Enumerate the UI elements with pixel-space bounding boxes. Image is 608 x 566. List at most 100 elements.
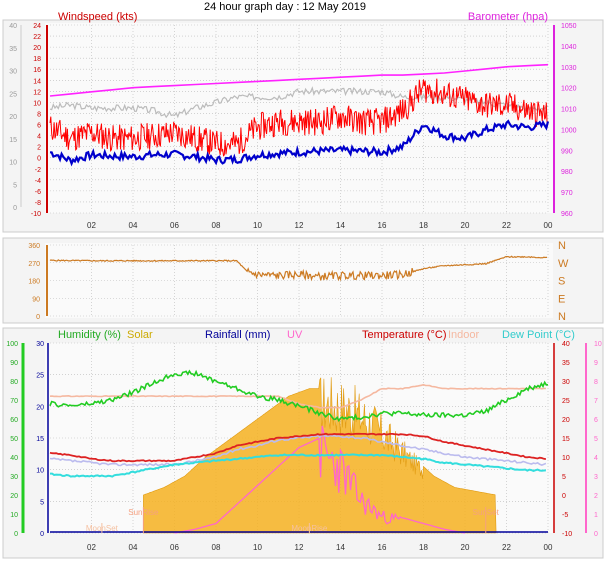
- humidity-line: [49, 369, 549, 423]
- humidity-y-tick: 70: [10, 398, 18, 405]
- windspeed-y-tick: 10: [33, 100, 41, 107]
- uv-y-tick: 3: [594, 474, 598, 481]
- windspeed-axis-title: Windspeed (kts): [58, 11, 137, 23]
- direction-y-tick: 360: [28, 243, 40, 250]
- wind-x-tick: 20: [461, 221, 470, 230]
- wind-x-tick: 06: [170, 221, 179, 230]
- dewpoint-label: Dew Point (°C): [502, 329, 575, 341]
- moonrise-label: MoonRise: [291, 524, 328, 533]
- climate-x-tick: 04: [129, 543, 138, 552]
- temperature-y-tick: -10: [562, 531, 572, 538]
- windspeed-y-tick: 16: [33, 67, 41, 74]
- climate-x-tick: 22: [502, 543, 511, 552]
- temperature-y-tick: 40: [562, 341, 570, 348]
- humidity-y-tick: 50: [10, 436, 18, 443]
- compass-tick: S: [558, 276, 565, 288]
- climate-x-tick: 18: [419, 543, 428, 552]
- windspeed-y-tick: -8: [35, 200, 41, 207]
- windspeed-y-tick: -6: [35, 189, 41, 196]
- direction-y-tick: 90: [32, 296, 40, 303]
- barometer-y-tick: 980: [561, 169, 573, 176]
- rainfall-y-tick: 15: [36, 436, 44, 443]
- temperature-y-tick: 15: [562, 436, 570, 443]
- climate-x-tick: 10: [253, 543, 262, 552]
- rainfall-y-tick: 30: [36, 341, 44, 348]
- humidity-y-tick: 20: [10, 493, 18, 500]
- solar-label: Solar: [127, 329, 153, 341]
- wind-outer-y-tick: 15: [9, 137, 17, 144]
- barometer-y-tick: 990: [561, 148, 573, 155]
- windspeed-y-tick: -4: [35, 178, 41, 185]
- chart-title: 24 hour graph day : 12 May 2019: [204, 1, 366, 13]
- wind-direction-trace: [49, 86, 549, 119]
- climate-x-tick: 14: [336, 543, 345, 552]
- direction-y-tick: 180: [28, 279, 40, 286]
- wind-outer-y-tick: 20: [9, 114, 17, 121]
- windspeed-y-tick: 14: [33, 78, 41, 85]
- barometer-y-tick: 970: [561, 190, 573, 197]
- temperature-y-tick: 35: [562, 360, 570, 367]
- wind-x-tick: 08: [212, 221, 221, 230]
- uv-y-tick: 4: [594, 455, 598, 462]
- temperature-y-tick: 0: [562, 493, 566, 500]
- barometer-y-tick: 1050: [561, 23, 577, 30]
- compass-tick: N: [558, 311, 566, 323]
- barometer-y-tick: 1020: [561, 86, 577, 93]
- humidity-y-tick: 60: [10, 417, 18, 424]
- uv-y-tick: 1: [594, 512, 598, 519]
- uv-y-tick: 2: [594, 493, 598, 500]
- dew-point-line: [50, 453, 546, 478]
- barometer-line: [49, 63, 549, 97]
- climate-x-tick: 16: [378, 543, 387, 552]
- temperature-y-tick: 30: [562, 379, 570, 386]
- direction-y-tick: 0: [36, 314, 40, 321]
- sunset-label: SunSet: [473, 508, 500, 517]
- compass-tick: N: [558, 240, 566, 252]
- compass-tick: W: [558, 258, 569, 270]
- feels-like-line: [49, 434, 547, 467]
- wind-gust-line: [49, 78, 549, 157]
- barometer-y-tick: 1030: [561, 65, 577, 72]
- windspeed-y-tick: 2: [37, 145, 41, 152]
- wind-outer-y-tick: 35: [9, 46, 17, 53]
- windspeed-y-tick: 20: [33, 45, 41, 52]
- uv-y-tick: 0: [594, 531, 598, 538]
- compass-tick: E: [558, 293, 565, 305]
- climate-x-tick: 20: [461, 543, 470, 552]
- temperature-line: [49, 432, 547, 463]
- temperature-y-tick: 10: [562, 455, 570, 462]
- humidity-y-tick: 80: [10, 379, 18, 386]
- climate-x-tick: 08: [212, 543, 221, 552]
- uv-y-tick: 8: [594, 379, 598, 386]
- windspeed-y-tick: 18: [33, 56, 41, 63]
- indoor-label: Indoor: [448, 329, 480, 341]
- windspeed-y-tick: 0: [37, 156, 41, 163]
- wind-outer-y-tick: 5: [13, 182, 17, 189]
- uv-y-tick: 9: [594, 360, 598, 367]
- rainfall-y-tick: 20: [36, 404, 44, 411]
- humidity-label: Humidity (%): [58, 329, 121, 341]
- humidity-y-tick: 10: [10, 512, 18, 519]
- windspeed-y-tick: 24: [33, 23, 41, 30]
- climate-x-tick: 06: [170, 543, 179, 552]
- wind-x-tick: 04: [129, 221, 138, 230]
- windspeed-y-tick: 8: [37, 111, 41, 118]
- wind-average-line: [49, 119, 550, 167]
- windspeed-y-tick: -10: [31, 211, 41, 218]
- wind-direction-line: [49, 255, 547, 282]
- wind-x-tick: 02: [87, 221, 96, 230]
- wind-outer-y-tick: 10: [9, 160, 17, 167]
- wind-x-tick: 12: [295, 221, 304, 230]
- humidity-y-tick: 0: [14, 531, 18, 538]
- barometer-axis-title: Barometer (hpa): [468, 11, 548, 23]
- temperature-y-tick: 20: [562, 417, 570, 424]
- windspeed-y-tick: -2: [35, 167, 41, 174]
- rainfall-y-tick: 5: [40, 499, 44, 506]
- wind-x-tick: 14: [336, 221, 345, 230]
- sunrise-label: SunRise: [128, 508, 159, 517]
- climate-x-tick: 00: [544, 543, 553, 552]
- rainfall-y-tick: 0: [40, 531, 44, 538]
- wind-outer-y-tick: 30: [9, 69, 17, 76]
